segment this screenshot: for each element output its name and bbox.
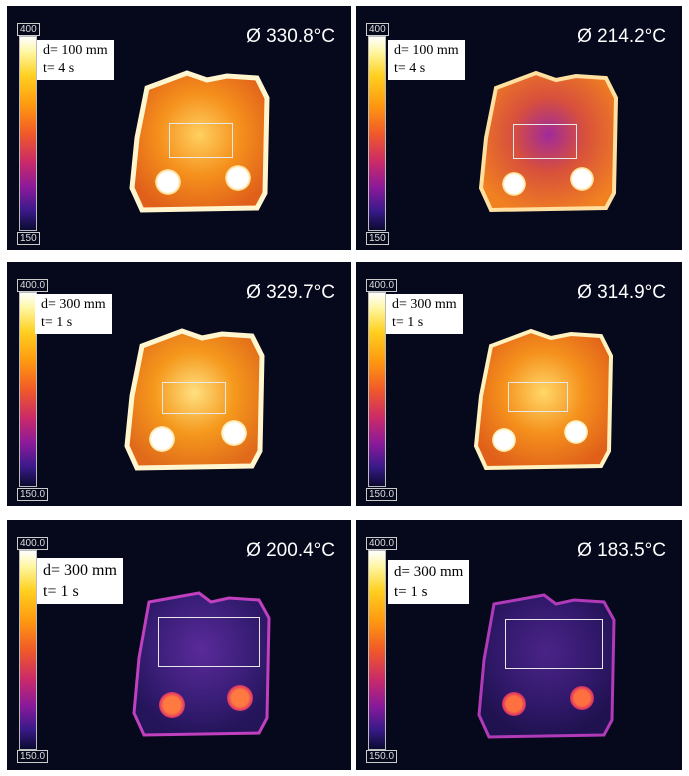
scale-max-label: 400.0 [17,537,49,550]
heated-part [477,593,616,739]
mounting-hole [502,172,526,196]
scale-min-label: 150.0 [17,750,49,763]
time-label: t= 4 s [43,61,75,76]
scale-min-label: 150.0 [366,750,398,763]
color-scale-bar [19,550,37,750]
average-temperature: Ø 314.9°C [577,282,666,303]
time-label: t= 1 s [394,584,428,600]
color-scale-bar [368,550,386,750]
scale-max-label: 400.0 [17,279,49,292]
thermal-image-panel-6: 400.0 150.0 d= 300 mm t= 1 s Ø 183.5°C [356,520,682,770]
scale-min-label: 150 [17,232,40,245]
average-temperature: Ø 200.4°C [246,540,335,561]
heated-part [132,591,271,737]
measurement-roi [158,617,260,667]
measurement-roi [162,382,226,414]
measurement-params: d= 100 mm t= 4 s [388,40,465,80]
mounting-hole [149,426,175,452]
scale-max-label: 400.0 [366,537,398,550]
color-scale-bar [368,292,386,487]
thermal-image-panel-1: 400 150 d= 100 mm t= 4 s Ø 330.8°C [7,6,351,250]
distance-label: d= 300 mm [41,297,106,312]
scale-max-label: 400.0 [366,279,398,292]
time-label: t= 1 s [392,315,424,330]
measurement-params: d= 300 mm t= 1 s [35,294,112,334]
average-temperature: Ø 183.5°C [577,540,666,561]
mounting-hole [227,685,253,711]
average-temperature: Ø 329.7°C [246,282,335,303]
measurement-params: d= 300 mm t= 1 s [386,294,463,334]
scale-min-label: 150.0 [366,488,398,501]
average-temperature: Ø 214.2°C [577,26,666,47]
measurement-roi [169,123,233,158]
color-scale-bar [19,292,37,487]
distance-label: d= 100 mm [394,43,459,58]
time-label: t= 1 s [43,583,79,600]
distance-label: d= 300 mm [43,562,117,579]
mounting-hole [570,167,594,191]
mounting-hole [155,169,181,195]
thermal-image-panel-2: 400 150 d= 100 mm t= 4 s Ø 214.2°C [356,6,682,250]
mounting-hole [225,165,251,191]
mounting-hole [564,420,588,444]
measurement-params: d= 300 mm t= 1 s [388,560,470,604]
mounting-hole [221,420,247,446]
mounting-hole [502,692,526,716]
measurement-roi [513,124,577,159]
average-temperature: Ø 330.8°C [246,26,335,47]
color-scale-bar [19,36,37,231]
measurement-params: d= 300 mm t= 1 s [37,558,123,604]
distance-label: d= 300 mm [394,564,464,580]
measurement-roi [508,382,568,412]
mounting-hole [570,686,594,710]
time-label: t= 4 s [394,61,426,76]
time-label: t= 1 s [41,315,73,330]
distance-label: d= 100 mm [43,43,108,58]
color-scale-bar [368,36,386,231]
scale-max-label: 400 [366,23,389,36]
thermal-image-panel-3: 400.0 150.0 d= 300 mm t= 1 s Ø 329.7°C [7,262,351,506]
measurement-roi [505,619,603,669]
mounting-hole [159,692,185,718]
mounting-hole [492,428,516,452]
scale-min-label: 150.0 [17,488,49,501]
thermal-image-panel-5: 400.0 150.0 d= 300 mm t= 1 s Ø 200.4°C [7,520,351,770]
distance-label: d= 300 mm [392,297,457,312]
scale-max-label: 400 [17,23,40,36]
measurement-params: d= 100 mm t= 4 s [37,40,114,80]
thermal-image-panel-4: 400.0 150.0 d= 300 mm t= 1 s Ø 314.9°C [356,262,682,506]
scale-min-label: 150 [366,232,389,245]
